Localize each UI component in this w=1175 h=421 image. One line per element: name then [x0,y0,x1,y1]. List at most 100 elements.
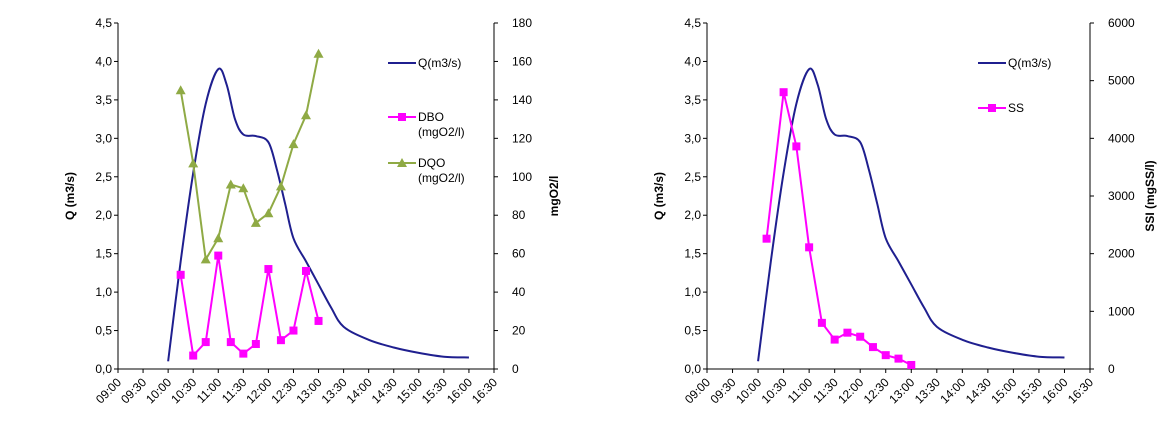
data-point-dqo-mgo2-l [200,254,211,264]
x-tick-label: 14:30 [369,375,400,406]
data-point-dbo-mgo2-l [176,270,185,279]
data-point-dqo-mgo2-l [175,85,186,95]
y-right-tick-label: 20 [512,324,526,338]
data-point-ss [830,335,839,344]
y-right-tick-label: 140 [512,93,532,107]
y-left-axis-label: Q (m3/s) [652,172,666,220]
y-left-tick-label: 3,5 [684,93,701,107]
data-point-ss [907,360,916,369]
data-point-dqo-mgo2-l [238,183,249,193]
y-right-axis-label: SSI (mgSS/l) [1143,160,1157,231]
x-tick-label: 13:30 [912,375,943,406]
data-point-dbo-mgo2-l [314,316,323,325]
y-right-tick-label: 1000 [1108,304,1135,318]
legend-label-q-m3-s: Q(m3/s) [1008,56,1051,70]
data-point-dbo-mgo2-l [226,338,235,347]
chart-1: 0,0 0,5 1,0 1,5 2,0 2,5 3,0 3,5 4,0 4,5 0 20 40 60 80 1… [63,16,561,406]
data-point-dqo-mgo2-l [225,179,236,189]
data-point-dbo-mgo2-l [276,336,285,345]
legend-label-ss: SS [1008,101,1024,115]
x-tick-label: 12:30 [268,375,299,406]
x-tick-label: 09:30 [118,375,149,406]
y-left-tick-label: 4,0 [684,54,701,68]
data-point-ss [881,351,890,360]
y-left-tick-label: 0,0 [684,362,701,376]
x-tick-label: 11:00 [194,375,225,406]
data-point-dqo-mgo2-l [275,181,286,191]
data-point-dqo-mgo2-l [188,158,199,168]
y-right-tick-label: 100 [512,170,532,184]
x-tick-label: 16:00 [1039,375,1070,406]
y-right-tick-label: 4000 [1108,131,1135,145]
x-tick-label: 14:30 [963,375,994,406]
data-point-dqo-mgo2-l [263,208,274,218]
chart-2: 0,0 0,5 1,0 1,5 2,0 2,5 3,0 3,5 4,0 4,5 0 1000 2000 3… [652,16,1157,406]
series-line-dbo-mgo2-l [179,255,320,358]
x-tick-label: 15:30 [1014,375,1045,406]
data-point-ss [762,234,771,243]
y-right-tick-label: 180 [512,16,532,30]
x-tick-label: 13:00 [294,375,325,406]
x-tick-label: 12:30 [861,375,892,406]
legend-label-dqo-mgo2-l: DQO (mgO2/l) [418,156,465,185]
y-right-tick-label: 6000 [1108,16,1135,30]
legend-label-q-m3-s: Q(m3/s) [418,56,461,70]
x-tick-label: 09:30 [708,375,739,406]
y-right-tick-label: 2000 [1108,247,1135,261]
legend-marker-dbo-mgo2-l [398,113,406,121]
x-tick-label: 12:00 [243,375,274,406]
legend-marker-ss [988,104,996,112]
x-tick-label: 15:00 [988,375,1019,406]
x-tick-label: 11:30 [810,375,841,406]
x-tick-label: 13:00 [886,375,917,406]
data-point-ss [856,332,865,341]
data-point-dqo-mgo2-l [213,233,224,243]
data-point-ss [779,88,788,97]
x-tick-label: 15:00 [394,375,425,406]
data-point-dqo-mgo2-l [250,217,261,227]
y-right-tick-label: 0 [512,362,519,376]
y-left-tick-label: 1,5 [684,247,701,261]
data-point-dbo-mgo2-l [189,351,198,360]
y-right-tick-label: 80 [512,208,526,222]
y-right-axis-label: mgO2/l [547,176,561,217]
y-left-tick-label: 4,5 [684,16,701,30]
y-left-tick-label: 0,5 [95,324,112,338]
y-right-tick-label: 120 [512,131,532,145]
y-right-tick-label: 160 [512,54,532,68]
x-tick-label: 10:30 [168,375,199,406]
data-point-dbo-mgo2-l [302,266,310,275]
y-left-tick-label: 1,5 [95,247,112,261]
y-right-tick-label: 40 [512,285,526,299]
y-left-tick-label: 2,0 [95,208,112,222]
x-tick-label: 10:00 [143,375,174,406]
y-right-tick-label: 60 [512,247,526,261]
y-left-tick-label: 2,0 [684,208,701,222]
y-left-tick-label: 1,0 [95,285,112,299]
series-line-q-m3-s [757,67,1065,362]
data-point-dbo-mgo2-l [289,326,298,335]
x-tick-label: 16:00 [444,375,475,406]
y-left-axis-label: Q (m3/s) [63,172,77,220]
series-line-q-m3-s [167,67,469,362]
series-line-dqo-mgo2-l [179,53,320,263]
data-point-dbo-mgo2-l [251,340,260,349]
y-left-tick-label: 3,5 [95,93,112,107]
y-left-tick-label: 2,5 [95,170,112,184]
series-line-ss [765,91,912,366]
legend-marker-dqo-mgo2-l [397,158,407,167]
data-point-dqo-mgo2-l [301,110,311,120]
y-left-tick-label: 1,0 [684,285,701,299]
data-point-ss [843,328,852,337]
x-tick-label: 14:00 [937,375,968,406]
data-point-dbo-mgo2-l [264,265,273,274]
y-left-tick-label: 4,0 [95,54,112,68]
data-point-ss [792,142,801,151]
data-point-dqo-mgo2-l [313,48,324,58]
x-tick-label: 13:30 [319,375,350,406]
x-tick-label: 15:30 [419,375,450,406]
data-point-dbo-mgo2-l [239,349,248,358]
data-point-dbo-mgo2-l [214,251,223,260]
x-tick-label: 11:00 [785,375,816,406]
